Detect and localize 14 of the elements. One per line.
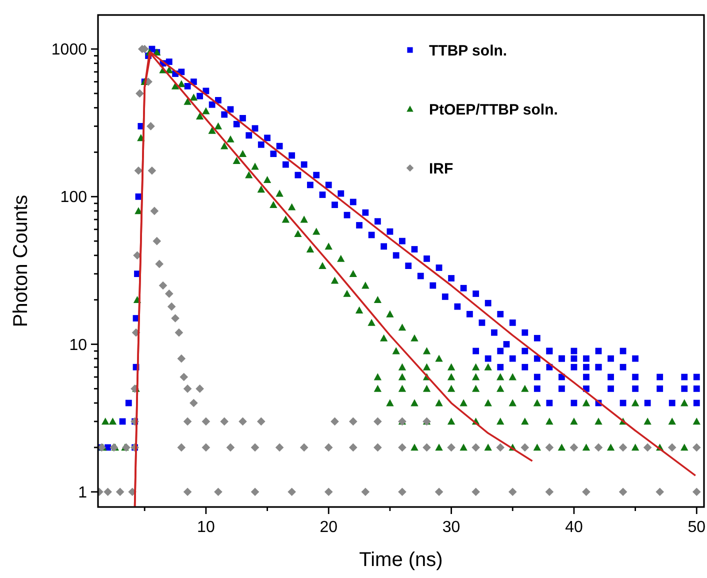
x-axis-title: Time (ns) [359, 549, 443, 571]
x-tick-label: 40 [565, 519, 583, 536]
legend-label: IRF [429, 160, 454, 178]
x-tick-label: 20 [320, 519, 338, 536]
legend-label: PtOEP/TTBP soln. [429, 101, 558, 118]
y-axis-title: Photon Counts [10, 194, 32, 328]
x-tick-label: 30 [442, 519, 460, 536]
legend-label: TTBP soln. [429, 42, 508, 60]
y-tick-label: 10 [69, 336, 88, 354]
y-tick-label: 1 [78, 484, 88, 502]
x-tick-label: 10 [197, 519, 215, 536]
y-tick-label: 100 [60, 189, 88, 206]
y-tick-label: 1000 [51, 42, 88, 59]
x-tick-label: 50 [688, 519, 706, 536]
